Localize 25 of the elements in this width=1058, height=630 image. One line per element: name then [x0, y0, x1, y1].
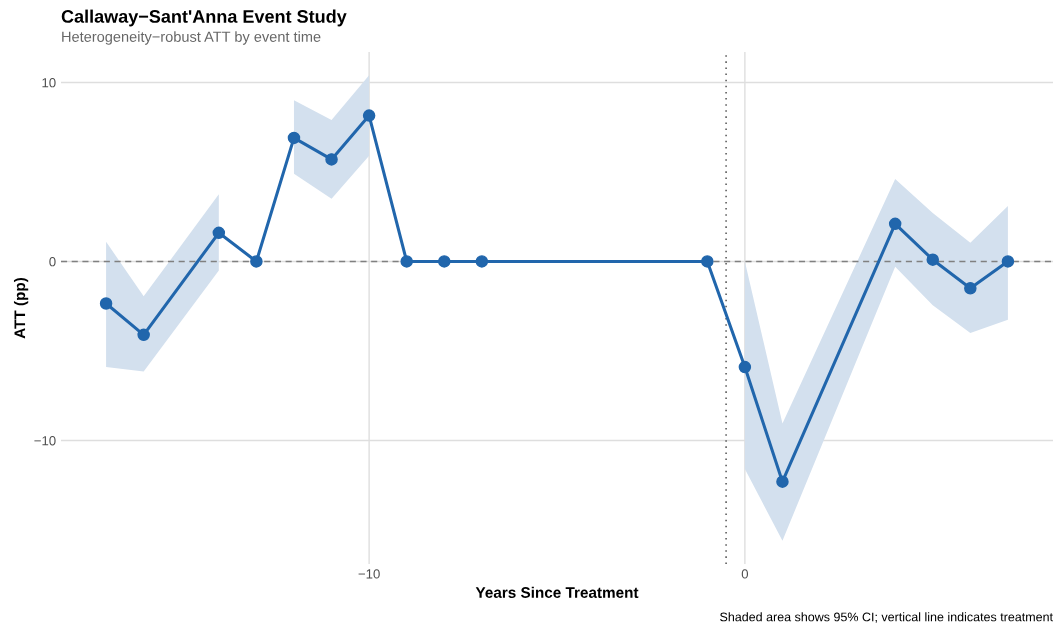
chart-title: Callaway−Sant'Anna Event Study: [61, 9, 347, 27]
y-tick-label: 10: [42, 78, 56, 88]
y-axis-title: ATT (pp): [13, 277, 29, 339]
point: [362, 109, 376, 122]
text: Shaded area shows 95% CI; vertical line indicates treatment: [720, 612, 1053, 623]
point: [287, 131, 301, 145]
point: [776, 475, 789, 488]
point: [888, 217, 902, 231]
point: [99, 297, 113, 310]
point: [325, 153, 338, 166]
x-axis-title: Years Since Treatment: [475, 586, 639, 598]
point: [926, 253, 940, 266]
point: [137, 328, 150, 342]
point: [400, 255, 413, 268]
point: [212, 226, 226, 240]
point: [438, 255, 451, 268]
y-tick-label: 0: [49, 257, 56, 267]
point: [475, 255, 489, 268]
point: [701, 255, 714, 268]
point: [250, 255, 263, 268]
point: [738, 360, 752, 374]
point: [964, 282, 977, 295]
point: [1001, 255, 1015, 268]
chart-subtitle: Heterogeneity−robust ATT by event time: [62, 31, 321, 45]
y-tick-label: −10: [34, 436, 56, 446]
